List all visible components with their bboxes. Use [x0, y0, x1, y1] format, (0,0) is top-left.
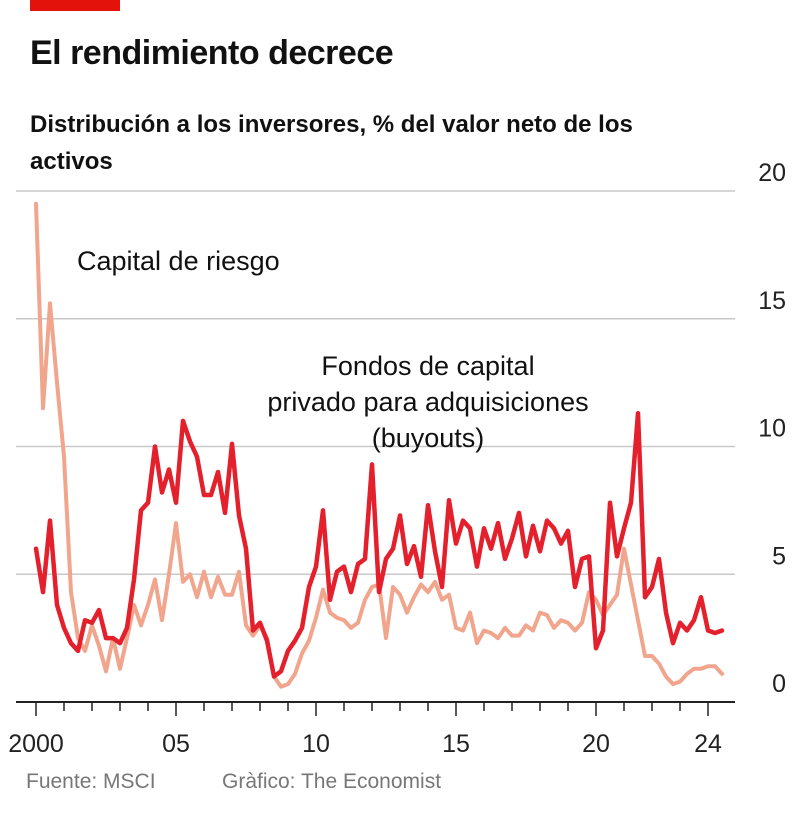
y-tick-label-20: 20	[758, 159, 786, 187]
y-tick-label-10: 10	[758, 415, 786, 443]
x-tick-label-20: 20	[582, 730, 610, 758]
x-tick-label-24: 24	[694, 730, 722, 758]
x-tick-label-10: 10	[302, 730, 330, 758]
chart-subtitle: Distribución a los inversores, % del val…	[30, 111, 633, 175]
y-tick-label-0: 0	[772, 670, 786, 698]
series-line-buyouts	[33, 411, 725, 679]
x-tick-label-15: 15	[442, 730, 470, 758]
annotation-buyouts: Fondos de capital privado para adquisicio…	[267, 351, 588, 453]
x-tick-label-2000: 2000	[8, 730, 64, 758]
credit-note: Gràfico: The Economist	[222, 770, 442, 793]
annotation-buyouts-line-1: Fondos de capital	[321, 351, 534, 381]
chart-title: El rendimiento decrece	[30, 34, 394, 72]
y-tick-label-15: 15	[758, 287, 786, 315]
annotation-venture: Capital de riesgo	[77, 246, 280, 276]
annotation-buyouts-line-3: (buyouts)	[372, 423, 485, 453]
y-tick-label-5: 5	[772, 542, 786, 570]
source-note: Fuente: MSCI	[26, 770, 156, 793]
brand-tag	[30, 0, 120, 11]
x-tick-label-05: 05	[162, 730, 190, 758]
annotation-buyouts-line-2: privado para adquisiciones	[267, 387, 588, 417]
